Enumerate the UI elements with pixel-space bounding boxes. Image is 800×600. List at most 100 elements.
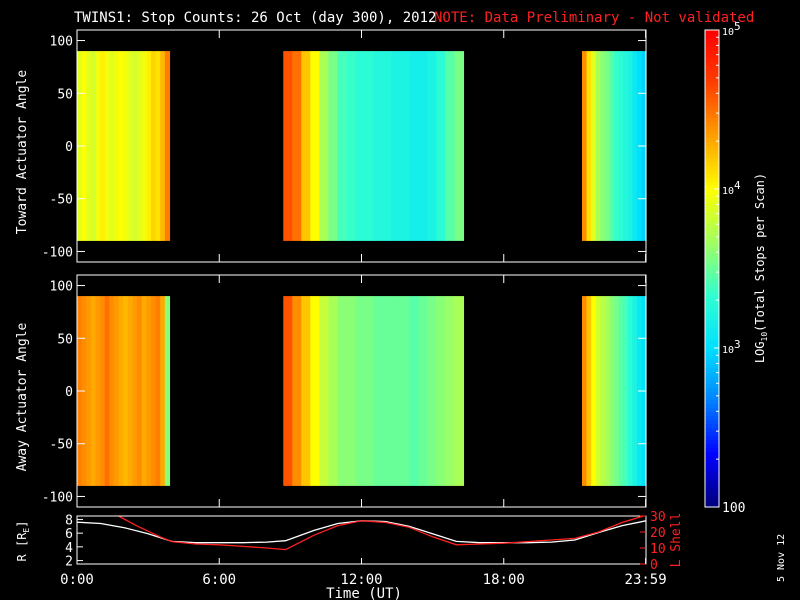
heatmap-cell xyxy=(600,296,606,486)
heatmap-cell xyxy=(346,296,356,486)
y-tick-label: 4 xyxy=(65,541,73,556)
colorbar-cell xyxy=(705,204,719,210)
heatmap-cell xyxy=(454,296,465,486)
orbit-ylabel: R [RE] xyxy=(15,521,31,562)
colorbar-cell xyxy=(705,475,719,480)
colorbar-cell xyxy=(705,308,719,313)
colorbar-cell xyxy=(705,371,719,377)
colorbar-cell xyxy=(705,69,719,75)
colorbar-cell xyxy=(705,268,719,274)
heatmap-cell xyxy=(418,51,429,241)
colorbar-cell xyxy=(705,169,719,174)
colorbar-cell xyxy=(705,89,719,95)
heatmap-cell xyxy=(113,296,120,486)
heatmap-cell xyxy=(337,296,347,486)
y-tick-label: -50 xyxy=(50,193,73,208)
preliminary-note: NOTE: Data Preliminary - Not validated xyxy=(434,10,754,26)
colorbar-cell xyxy=(705,105,719,111)
heatmap-cell xyxy=(409,296,419,486)
heatmap-cell xyxy=(292,51,302,241)
heatmap-cell xyxy=(160,296,166,486)
heatmap-cell xyxy=(283,51,293,241)
y-tick-label: 50 xyxy=(57,87,73,102)
colorbar-cell xyxy=(705,41,719,47)
colorbar-cell xyxy=(705,248,719,254)
heatmap-segment xyxy=(581,51,647,241)
y-tick-label: 2 xyxy=(65,555,73,570)
y2-tick-label: 30 xyxy=(650,510,666,525)
colorbar-cell xyxy=(705,284,719,289)
heatmap-cell xyxy=(436,51,447,241)
y-tick-label: -50 xyxy=(50,438,73,453)
x-tick-label: 0:00 xyxy=(60,572,94,588)
heatmap-cell xyxy=(355,296,365,486)
colorbar-cell xyxy=(705,192,719,198)
colorbar-cell xyxy=(705,348,719,353)
colorbar-cell xyxy=(705,189,719,194)
colorbar-cell xyxy=(705,272,719,278)
colorbar-cell xyxy=(705,196,719,202)
heatmap-cell xyxy=(591,51,597,241)
colorbar-label-sub: 10 xyxy=(760,332,769,342)
colorbar-cell xyxy=(705,399,719,405)
colorbar-cell xyxy=(705,33,719,39)
heatmap-cell xyxy=(123,296,129,486)
heatmap-cell xyxy=(382,296,392,486)
colorbar-cell xyxy=(705,423,719,429)
colorbar-cell xyxy=(705,185,719,190)
colorbar-cell xyxy=(705,351,719,357)
colorbar-cell xyxy=(705,367,719,373)
heatmap-cell xyxy=(301,296,311,486)
heatmap-cell xyxy=(150,296,157,486)
colorbar-cell xyxy=(705,153,719,158)
heatmap-cell xyxy=(160,51,166,241)
heatmap-cell xyxy=(100,296,106,486)
colorbar-cell xyxy=(705,264,719,270)
heatmap-cell xyxy=(595,296,601,486)
heatmap-cell xyxy=(445,51,456,241)
heatmap-cell xyxy=(613,296,620,486)
colorbar-cell xyxy=(705,97,719,103)
heatmap-cell xyxy=(109,296,115,486)
heatmap-cell xyxy=(632,51,638,241)
y-tick-label: -100 xyxy=(42,490,73,505)
colorbar-cell xyxy=(705,336,719,341)
colorbar-cell xyxy=(705,296,719,301)
heatmap-cell xyxy=(292,296,302,486)
colorbar-cell xyxy=(705,395,719,401)
colorbar-cell xyxy=(705,455,719,460)
heatmap-cell xyxy=(132,296,138,486)
colorbar-cell xyxy=(705,431,719,437)
y-tick-label: -100 xyxy=(42,245,73,260)
colorbar-tick-label: 103 xyxy=(722,338,741,356)
heatmap-cell xyxy=(319,51,329,241)
heatmap-cell xyxy=(100,51,106,241)
colorbar-cell xyxy=(705,244,719,250)
colorbar-cell xyxy=(705,109,719,115)
time-axis: 0:00 6:00 12:00 18:00 23:59 xyxy=(60,572,667,588)
colorbar-cell xyxy=(705,165,719,170)
colorbar-cell xyxy=(705,57,719,63)
heatmap-cell xyxy=(123,51,129,241)
heatmap-cell xyxy=(104,296,110,486)
time-axis-label: Time (UT) xyxy=(326,586,402,600)
heatmap-cell xyxy=(604,296,611,486)
colorbar-cell xyxy=(705,77,719,83)
heatmap-cell xyxy=(141,296,147,486)
colorbar-cell xyxy=(705,324,719,329)
colorbar-cell xyxy=(705,300,719,305)
heatmap-cell xyxy=(146,51,152,241)
colorbar-cell xyxy=(705,451,719,456)
colorbar-cell xyxy=(705,137,719,142)
y-tick-label: 100 xyxy=(50,280,73,295)
colorbar-cell xyxy=(705,157,719,162)
heatmap-cell xyxy=(627,296,633,486)
heatmap-cell xyxy=(137,296,143,486)
colorbar-cell xyxy=(705,288,719,293)
colorbar-cell xyxy=(705,141,719,146)
y2-tick-label: 10 xyxy=(650,542,666,557)
colorbar-cell xyxy=(705,145,719,150)
x-tick-label: 18:00 xyxy=(483,572,525,588)
colorbar-cell xyxy=(705,403,719,409)
